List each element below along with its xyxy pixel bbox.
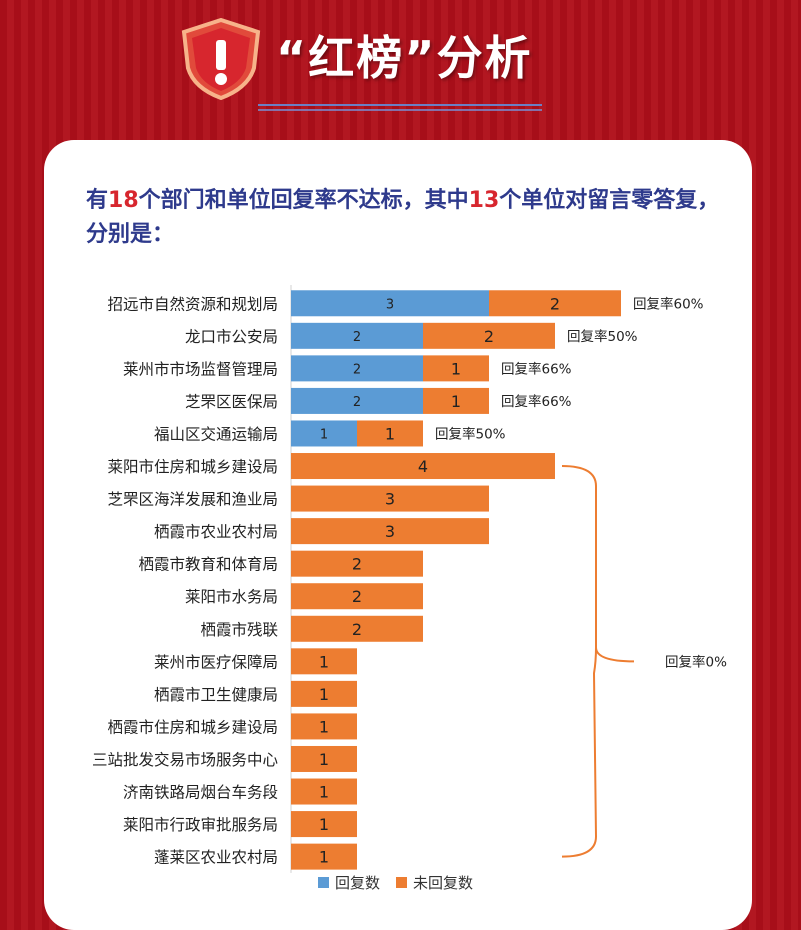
category-label: 莱阳市水务局 bbox=[185, 588, 278, 606]
bar-unreplied bbox=[291, 811, 357, 838]
data-label-replied: 3 bbox=[386, 297, 394, 312]
category-label: 招远市自然资源和规划局 bbox=[107, 295, 278, 313]
bar-unreplied bbox=[291, 843, 357, 870]
data-label-unreplied: 1 bbox=[451, 392, 461, 411]
headline-part1: 有 bbox=[86, 188, 109, 213]
zero-reply-bracket bbox=[561, 465, 635, 858]
data-label-unreplied: 1 bbox=[451, 359, 461, 378]
category-label: 栖霞市卫生健康局 bbox=[154, 686, 278, 704]
data-label-unreplied: 2 bbox=[352, 620, 362, 639]
data-label-unreplied: 2 bbox=[352, 555, 362, 574]
legend-swatch-replied bbox=[318, 877, 329, 888]
title-divider bbox=[258, 104, 542, 106]
data-label-replied: 2 bbox=[353, 395, 361, 410]
category-label: 莱阳市行政审批服务局 bbox=[123, 816, 278, 834]
data-label-replied: 2 bbox=[353, 362, 361, 377]
bar-unreplied bbox=[291, 518, 489, 545]
bar-unreplied bbox=[291, 550, 423, 577]
category-label: 芝罘区海洋发展和渔业局 bbox=[107, 491, 278, 509]
data-label-unreplied: 3 bbox=[385, 522, 395, 541]
reply-rate-label: 回复率66% bbox=[501, 393, 572, 410]
bar-unreplied bbox=[291, 713, 357, 740]
page-title: “红榜”分析 bbox=[276, 31, 533, 85]
bar-unreplied bbox=[291, 648, 357, 675]
bar-unreplied bbox=[423, 322, 555, 349]
bar-unreplied bbox=[357, 420, 423, 447]
bar-unreplied bbox=[291, 485, 489, 512]
headline-num-departments: 18 bbox=[108, 188, 139, 213]
category-label: 栖霞市残联 bbox=[200, 621, 278, 639]
bar-unreplied bbox=[423, 387, 489, 414]
bar-replied bbox=[291, 290, 489, 317]
headline-text: 有18个部门和单位回复率不达标，其中13个单位对留言零答复，分别是： bbox=[86, 184, 736, 252]
category-label: 栖霞市教育和体育局 bbox=[138, 556, 278, 574]
data-label-replied: 2 bbox=[353, 330, 361, 345]
data-label-unreplied: 1 bbox=[319, 848, 329, 867]
data-label-unreplied: 2 bbox=[352, 587, 362, 606]
headline-part2: 个部门和单位回复率不达标，其中 bbox=[138, 188, 469, 213]
bar-unreplied bbox=[291, 583, 423, 610]
bar-unreplied bbox=[291, 745, 357, 772]
chart-legend: 回复数 未回复数 bbox=[318, 872, 489, 893]
header: “红榜”分析 bbox=[0, 0, 801, 130]
headline-num-zero-reply: 13 bbox=[468, 188, 500, 213]
data-label-unreplied: 1 bbox=[385, 424, 395, 443]
data-label-unreplied: 2 bbox=[550, 294, 560, 313]
category-label: 芝罘区医保局 bbox=[185, 393, 278, 411]
category-label: 莱州市市场监督管理局 bbox=[123, 360, 278, 378]
data-label-unreplied: 1 bbox=[319, 685, 329, 704]
legend-swatch-unreplied bbox=[396, 877, 408, 888]
title-divider-secondary bbox=[258, 109, 542, 111]
zero-reply-rate-label: 回复率0% bbox=[665, 653, 727, 670]
legend-item-replied: 回复数 bbox=[318, 872, 380, 893]
category-label: 蓬莱区农业农村局 bbox=[154, 849, 278, 867]
category-label: 三站批发交易市场服务中心 bbox=[92, 751, 278, 769]
data-label-unreplied: 1 bbox=[319, 750, 329, 769]
legend-label-replied: 回复数 bbox=[335, 874, 381, 892]
reply-rate-label: 回复率60% bbox=[633, 295, 704, 312]
bar-replied bbox=[291, 322, 423, 349]
data-label-unreplied: 1 bbox=[319, 815, 329, 834]
bar-unreplied bbox=[423, 355, 489, 382]
category-label: 栖霞市农业农村局 bbox=[154, 523, 278, 541]
data-label-unreplied: 2 bbox=[484, 327, 494, 346]
reply-rate-label: 回复率50% bbox=[435, 425, 506, 442]
exclamation-shield-icon bbox=[181, 18, 261, 100]
data-label-unreplied: 3 bbox=[385, 490, 395, 509]
bar-unreplied bbox=[489, 290, 621, 317]
bar-unreplied bbox=[291, 453, 555, 480]
data-label-unreplied: 1 bbox=[319, 652, 329, 671]
data-label-unreplied: 4 bbox=[418, 457, 428, 476]
legend-item-unreplied: 未回复数 bbox=[396, 872, 473, 893]
headline-part3: 个单位对留言零答复，分别是： bbox=[86, 188, 720, 247]
category-label: 龙口市公安局 bbox=[185, 328, 278, 346]
bar-replied bbox=[291, 355, 423, 382]
category-label: 福山区交通运输局 bbox=[154, 425, 278, 443]
bar-unreplied bbox=[291, 680, 357, 707]
bar-unreplied bbox=[291, 778, 357, 805]
data-label-unreplied: 1 bbox=[319, 783, 329, 802]
category-label: 莱州市医疗保障局 bbox=[154, 653, 278, 671]
category-label: 莱阳市住房和城乡建设局 bbox=[107, 458, 278, 476]
bar-replied bbox=[291, 387, 423, 414]
data-label-replied: 1 bbox=[320, 427, 328, 442]
category-label: 栖霞市住房和城乡建设局 bbox=[107, 718, 278, 736]
category-label: 济南铁路局烟台车务段 bbox=[123, 784, 278, 802]
reply-rate-label: 回复率50% bbox=[567, 328, 638, 345]
bar-unreplied bbox=[291, 615, 423, 642]
bar-replied bbox=[291, 420, 357, 447]
data-label-unreplied: 1 bbox=[319, 717, 329, 736]
reply-rate-label: 回复率66% bbox=[501, 360, 572, 377]
legend-label-unreplied: 未回复数 bbox=[413, 874, 474, 892]
